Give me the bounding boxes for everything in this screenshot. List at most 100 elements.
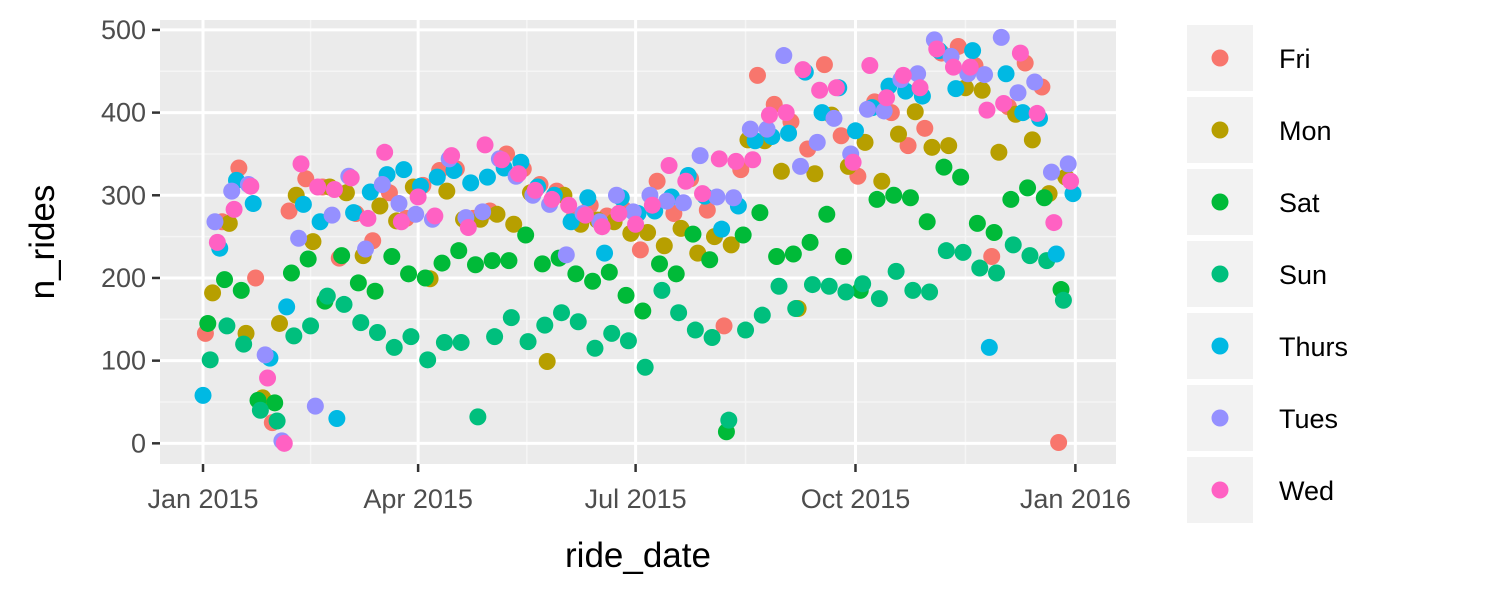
point-tues bbox=[256, 346, 274, 364]
point-wed bbox=[510, 165, 527, 183]
point-sun bbox=[235, 335, 253, 353]
point-sat bbox=[901, 189, 919, 207]
point-wed bbox=[710, 150, 728, 168]
point-wed bbox=[928, 40, 946, 58]
point-mon bbox=[722, 236, 740, 254]
point-thurs bbox=[964, 42, 982, 60]
point-sun bbox=[703, 328, 721, 346]
point-wed bbox=[459, 219, 477, 237]
legend-swatch-fri bbox=[1211, 49, 1229, 67]
point-sun bbox=[419, 351, 437, 369]
point-fri bbox=[983, 247, 1001, 265]
point-thurs bbox=[278, 298, 296, 316]
point-wed bbox=[376, 143, 394, 161]
point-sun bbox=[837, 283, 855, 301]
point-fri bbox=[749, 66, 766, 84]
point-wed bbox=[208, 233, 226, 251]
point-sat bbox=[216, 271, 234, 289]
point-tues bbox=[758, 120, 776, 138]
point-sun bbox=[385, 338, 403, 356]
point-sun bbox=[737, 321, 755, 339]
point-sat bbox=[232, 281, 250, 299]
point-mon bbox=[304, 233, 322, 251]
point-wed bbox=[359, 209, 377, 227]
point-sat bbox=[751, 204, 769, 222]
point-wed bbox=[242, 177, 260, 195]
point-sun bbox=[1021, 247, 1039, 265]
point-sun bbox=[686, 321, 704, 339]
point-sun bbox=[502, 309, 520, 327]
y-tick-label: 400 bbox=[101, 98, 146, 128]
point-thurs bbox=[947, 80, 965, 98]
point-sun bbox=[770, 277, 788, 295]
point-fri bbox=[280, 202, 298, 220]
point-thurs bbox=[395, 161, 413, 179]
point-tues bbox=[557, 246, 575, 264]
point-sun bbox=[988, 264, 1005, 282]
point-wed bbox=[827, 79, 845, 97]
y-tick-label: 100 bbox=[101, 346, 146, 376]
point-wed bbox=[861, 56, 879, 74]
point-sat bbox=[1002, 190, 1020, 208]
point-sun bbox=[435, 333, 453, 351]
point-thurs bbox=[562, 213, 580, 231]
point-sun bbox=[569, 313, 587, 331]
point-thurs bbox=[294, 195, 312, 213]
point-sat bbox=[333, 247, 351, 265]
point-fri bbox=[815, 56, 833, 74]
point-wed bbox=[342, 169, 360, 187]
point-sun bbox=[904, 281, 922, 299]
point-sat bbox=[366, 282, 384, 300]
y-tick-label: 0 bbox=[131, 428, 146, 458]
point-sat bbox=[768, 247, 786, 265]
point-mon bbox=[806, 165, 824, 183]
legend-label-sun: Sun bbox=[1279, 260, 1327, 290]
point-wed bbox=[292, 155, 310, 173]
legend-swatch-sat bbox=[1211, 193, 1229, 211]
point-sat bbox=[199, 314, 217, 332]
point-thurs bbox=[713, 220, 731, 238]
point-sun bbox=[402, 328, 420, 346]
point-sun bbox=[302, 317, 320, 335]
point-sun bbox=[887, 262, 905, 280]
point-wed bbox=[995, 95, 1013, 113]
point-mon bbox=[204, 284, 222, 302]
point-tues bbox=[775, 47, 793, 65]
point-sun bbox=[670, 304, 688, 322]
point-wed bbox=[610, 204, 628, 222]
point-mon bbox=[973, 81, 991, 99]
point-wed bbox=[677, 172, 695, 190]
point-sat bbox=[818, 205, 836, 223]
point-wed bbox=[844, 153, 862, 171]
legend-swatch-wed bbox=[1211, 481, 1229, 499]
legend-swatch-thurs bbox=[1211, 337, 1229, 355]
point-sun bbox=[753, 306, 771, 324]
point-wed bbox=[1011, 44, 1029, 62]
point-thurs bbox=[997, 65, 1015, 83]
x-axis: Jan 2015 Apr 2015 Jul 2015 Oct 2015 Jan 2016 bbox=[147, 464, 1131, 514]
point-fri bbox=[297, 170, 315, 188]
point-tues bbox=[607, 186, 625, 204]
point-wed bbox=[961, 58, 979, 76]
point-wed bbox=[894, 66, 912, 84]
point-sat bbox=[885, 186, 903, 204]
point-tues bbox=[792, 157, 810, 175]
point-wed bbox=[225, 200, 243, 218]
point-sun bbox=[1054, 291, 1072, 309]
point-wed bbox=[694, 185, 712, 203]
point-sat bbox=[584, 272, 602, 290]
point-wed bbox=[777, 104, 795, 122]
point-sat bbox=[299, 250, 317, 268]
point-sat bbox=[784, 245, 802, 263]
point-sun bbox=[486, 328, 504, 346]
point-fri bbox=[1050, 434, 1068, 452]
point-wed bbox=[593, 218, 611, 236]
point-wed bbox=[560, 196, 578, 214]
point-mon bbox=[890, 125, 908, 143]
point-sat bbox=[416, 269, 434, 287]
point-thurs bbox=[596, 244, 614, 262]
point-wed bbox=[911, 79, 929, 97]
point-sun bbox=[519, 333, 537, 351]
point-tues bbox=[390, 195, 408, 213]
